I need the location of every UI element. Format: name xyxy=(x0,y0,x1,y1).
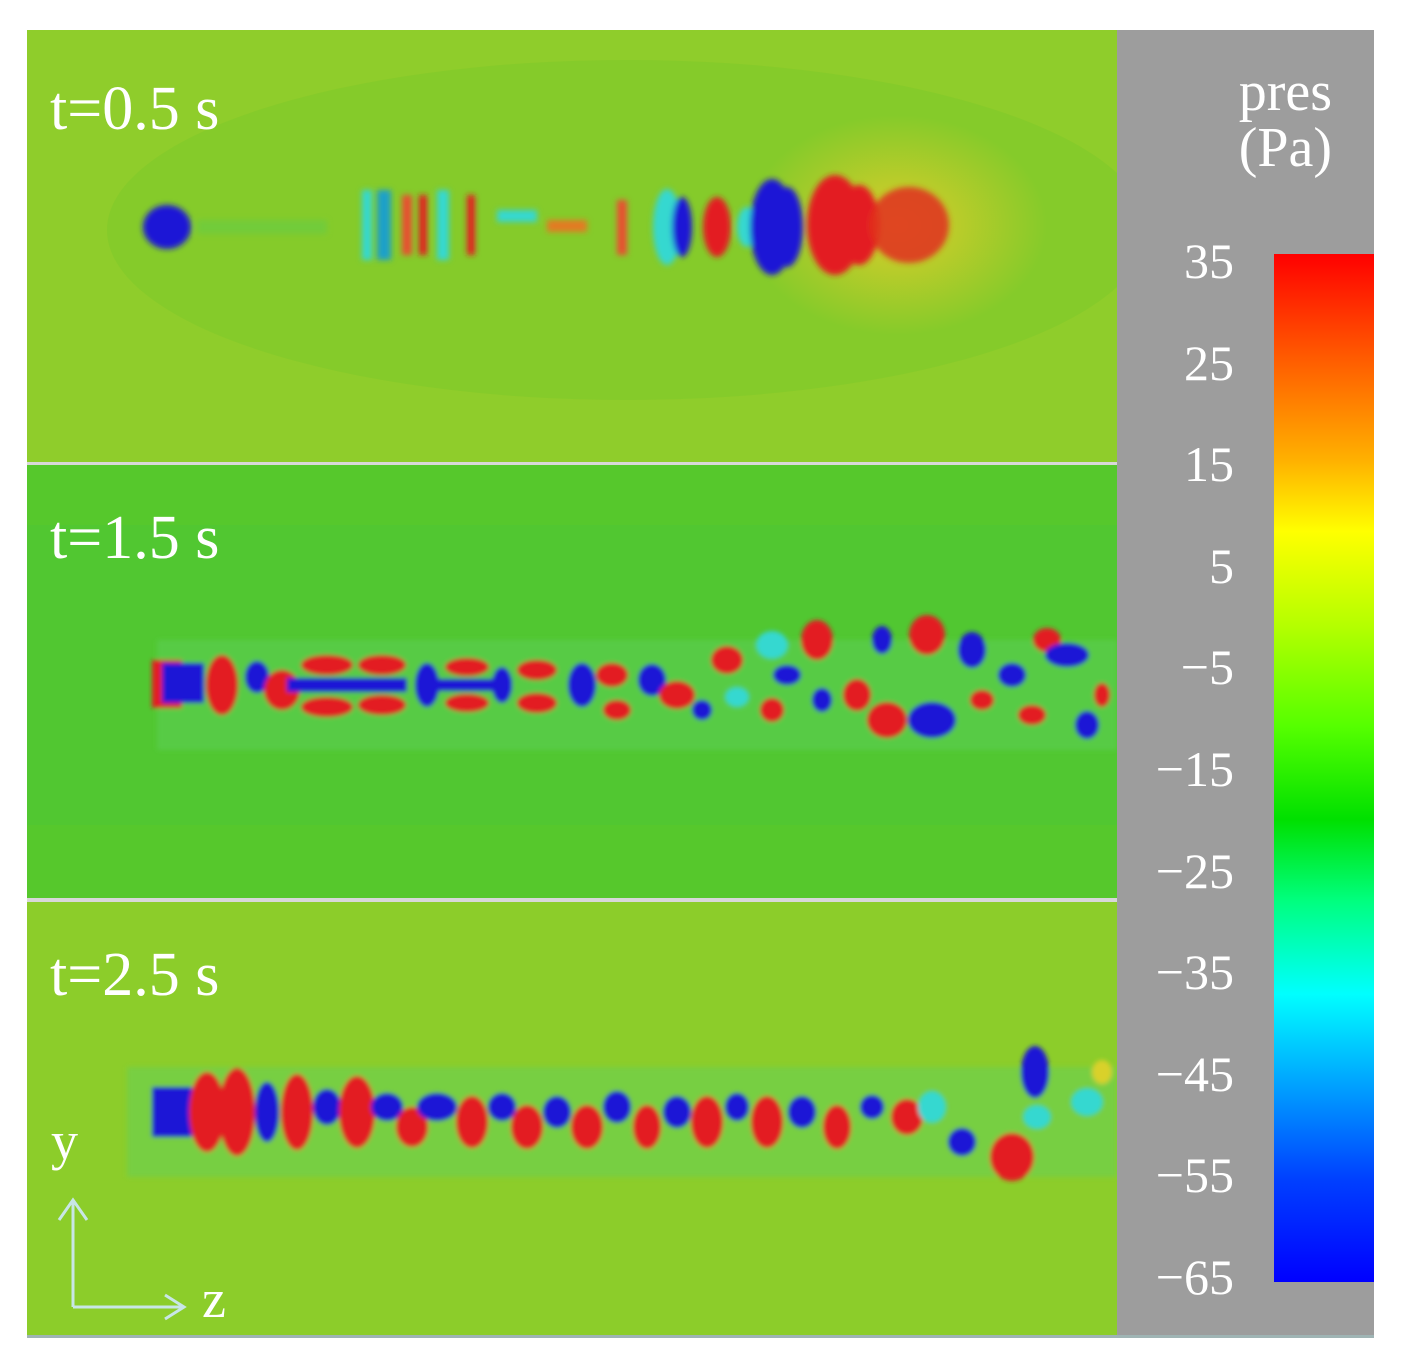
colorbar-gradient xyxy=(1274,254,1374,1282)
colorbar: pres (Pa) 35 25 15 5 −5 −15 −25 −35 −45 −55 −65 xyxy=(1117,30,1374,1335)
bottom-border xyxy=(27,1335,1374,1338)
time-label-panel-2: t=1.5 s xyxy=(50,504,220,572)
panel-t2.5: t=2.5 s y z xyxy=(27,902,1117,1335)
colorbar-tick-label: −5 xyxy=(1180,639,1234,696)
colorbar-tick-label: −55 xyxy=(1155,1147,1234,1204)
time-label-panel-3: t=2.5 s xyxy=(50,941,220,1009)
pressure-field-t1.5 xyxy=(27,465,1117,898)
pressure-field-t0.5 xyxy=(27,30,1117,462)
colorbar-tick-label: 15 xyxy=(1184,436,1234,493)
panel-t1.5: t=1.5 s xyxy=(27,465,1117,898)
pressure-field-t2.5 xyxy=(27,902,1117,1335)
colorbar-title-line-2: (Pa) xyxy=(1238,117,1332,179)
colorbar-title-line-1: pres xyxy=(1238,61,1332,123)
colorbar-tick-label: 35 xyxy=(1184,233,1234,289)
colorbar-tick-label: 25 xyxy=(1184,334,1234,391)
colorbar-tick-label: −25 xyxy=(1155,842,1234,899)
y-axis-label: y xyxy=(51,1111,78,1171)
panel-divider xyxy=(27,462,1117,465)
axis-triad xyxy=(57,1197,187,1321)
vortex-core xyxy=(143,205,191,249)
colorbar-tick-label: 5 xyxy=(1209,537,1234,594)
z-axis-label: z xyxy=(202,1269,226,1329)
colorbar-tick-label: −65 xyxy=(1155,1249,1234,1305)
panel-t0.5: t=0.5 s xyxy=(27,30,1117,462)
colorbar-tick-label: −45 xyxy=(1155,1045,1234,1102)
panel-divider xyxy=(27,898,1117,902)
colorbar-tick-label: −35 xyxy=(1155,944,1234,1001)
time-label-panel-1: t=0.5 s xyxy=(50,75,220,143)
colorbar-tick-label: −15 xyxy=(1155,741,1234,797)
